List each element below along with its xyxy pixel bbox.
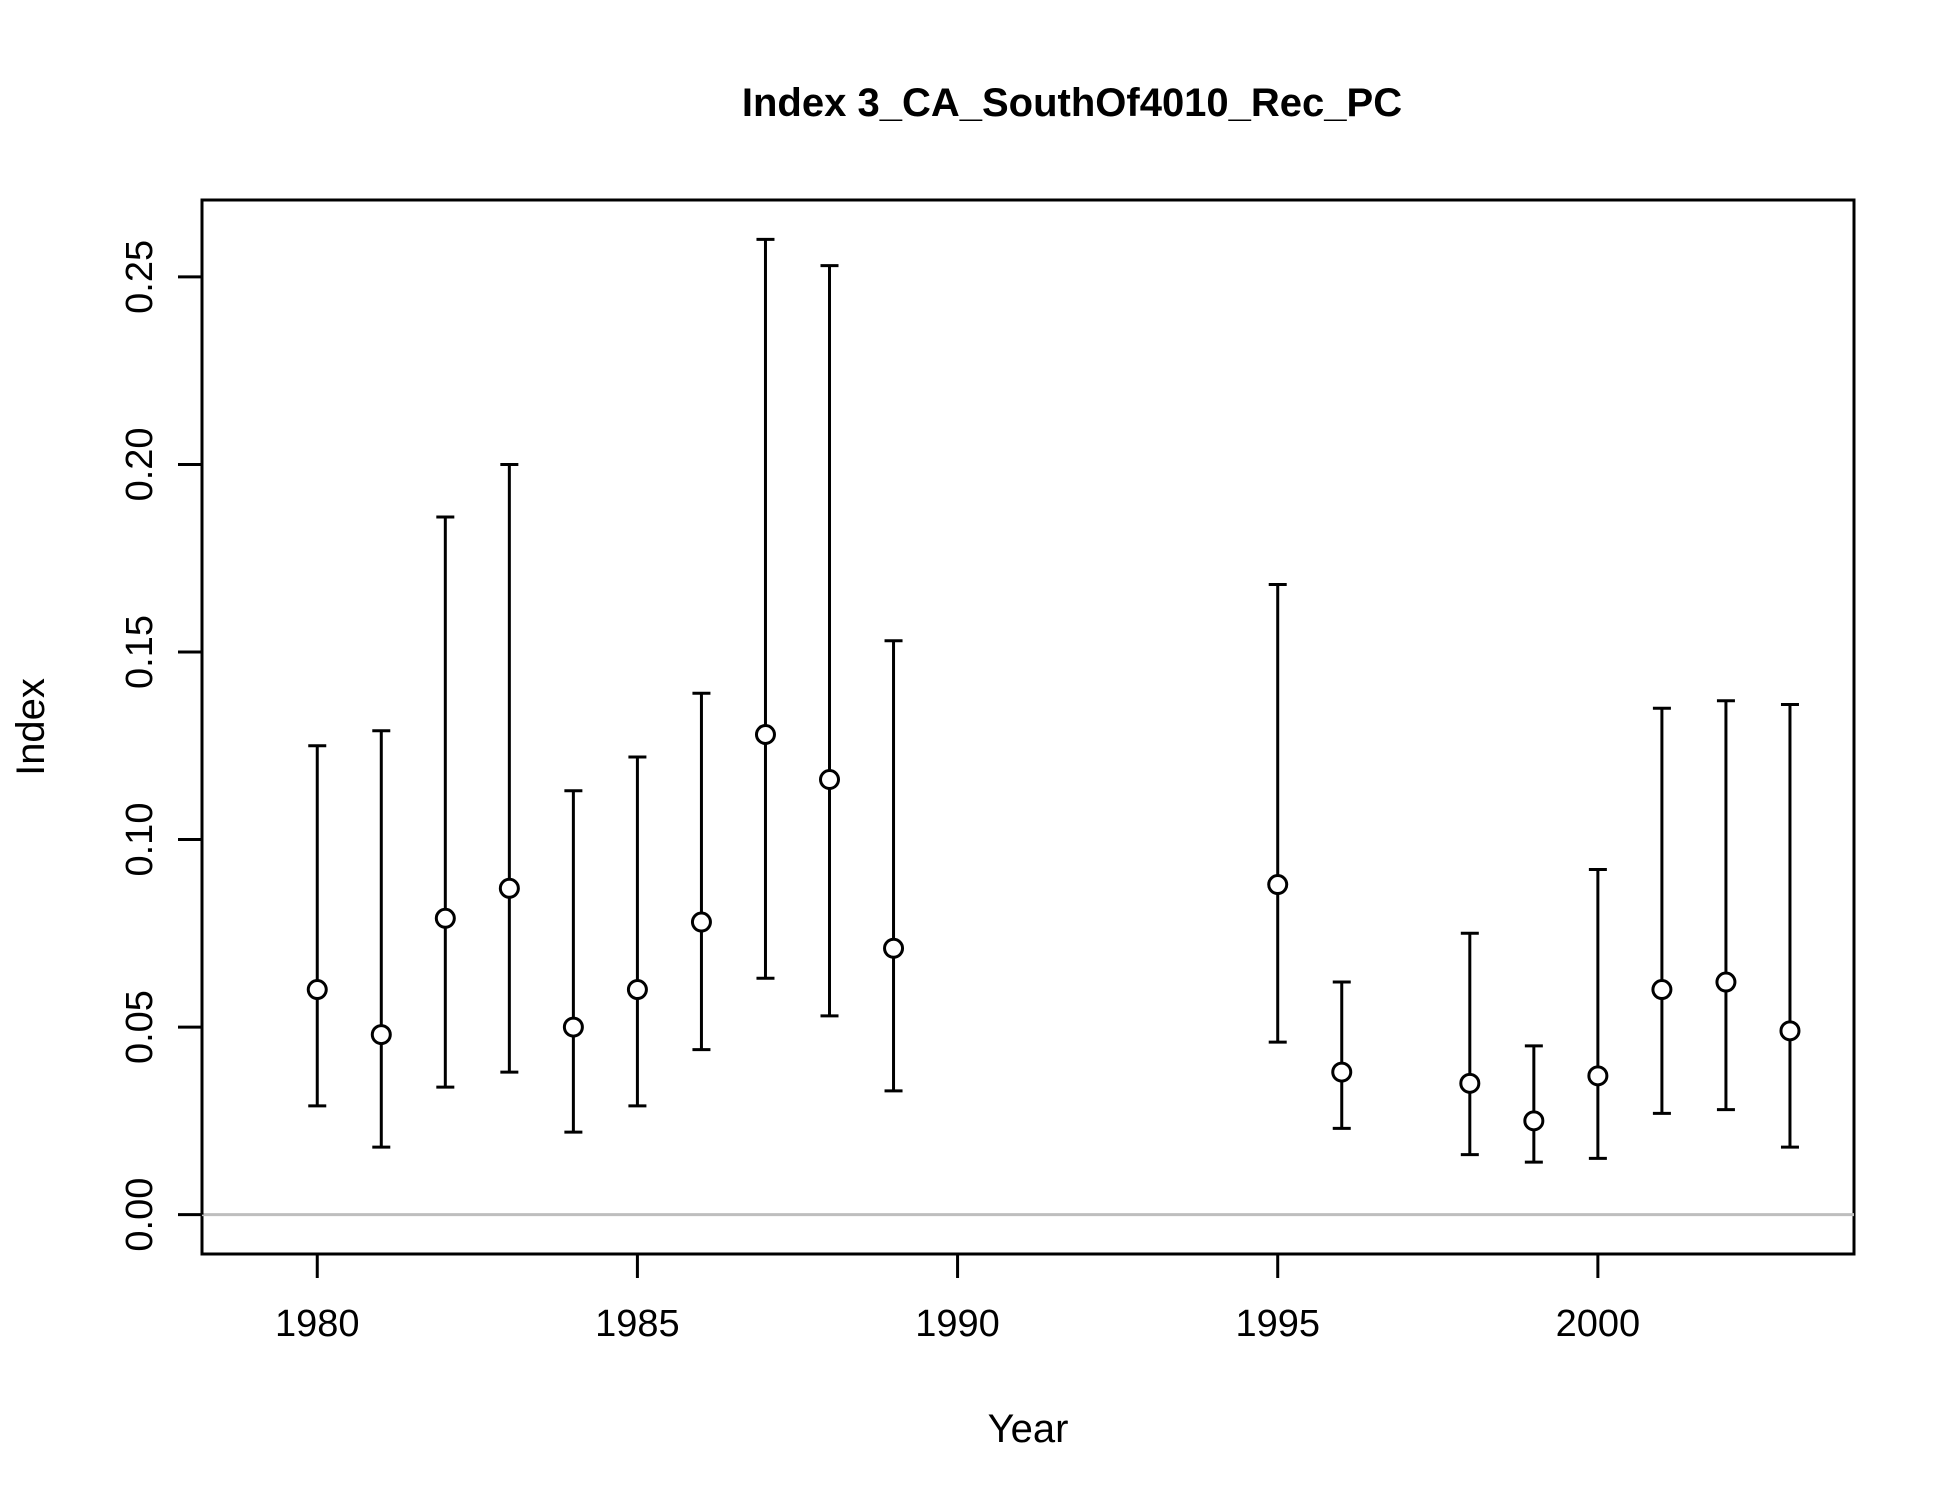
data-point-1988: [819, 769, 841, 791]
data-points: [306, 724, 1801, 1132]
data-point-1995: [1267, 874, 1289, 896]
data-point-1983: [498, 877, 520, 899]
y-axis-label: Index: [9, 678, 53, 776]
data-point-2002: [1715, 971, 1737, 993]
x-axis-label: Year: [988, 1407, 1069, 1451]
error-bars: [308, 237, 1799, 1164]
data-point-2000: [1587, 1065, 1609, 1087]
data-point-1999: [1523, 1110, 1545, 1132]
data-point-1996: [1331, 1061, 1353, 1083]
x-tick-label: 2000: [1556, 1303, 1641, 1345]
data-point-1987: [754, 724, 776, 746]
data-point-1984: [562, 1016, 584, 1038]
data-point-2001: [1651, 979, 1673, 1001]
y-tick-label: 0.00: [119, 1178, 161, 1252]
y-tick-label: 0.15: [119, 615, 161, 689]
x-tick-label: 1995: [1235, 1303, 1320, 1345]
x-tick-label: 1985: [595, 1303, 680, 1345]
y-axis: 0.00 0.05 0.10 0.15 0.20 0.25: [119, 240, 204, 1252]
y-tick-label: 0.05: [119, 990, 161, 1064]
x-tick-label: 1990: [915, 1303, 1000, 1345]
chart-title: Index 3_CA_SouthOf4010_Rec_PC: [742, 81, 1402, 125]
plot-frame: [200, 198, 1856, 1256]
data-point-1982: [434, 907, 456, 929]
data-point-1986: [690, 911, 712, 933]
y-tick-label: 0.20: [119, 427, 161, 501]
y-tick-label: 0.10: [119, 803, 161, 877]
data-point-1989: [883, 937, 905, 959]
data-point-1981: [370, 1024, 392, 1046]
data-point-1998: [1459, 1072, 1481, 1094]
data-point-1980: [306, 979, 328, 1001]
x-axis: 1980 1985 1990 1995 2000: [275, 1252, 1641, 1345]
data-point-1985: [626, 979, 648, 1001]
x-tick-label: 1980: [275, 1303, 360, 1345]
y-tick-label: 0.25: [119, 240, 161, 314]
data-point-2003: [1779, 1020, 1801, 1042]
